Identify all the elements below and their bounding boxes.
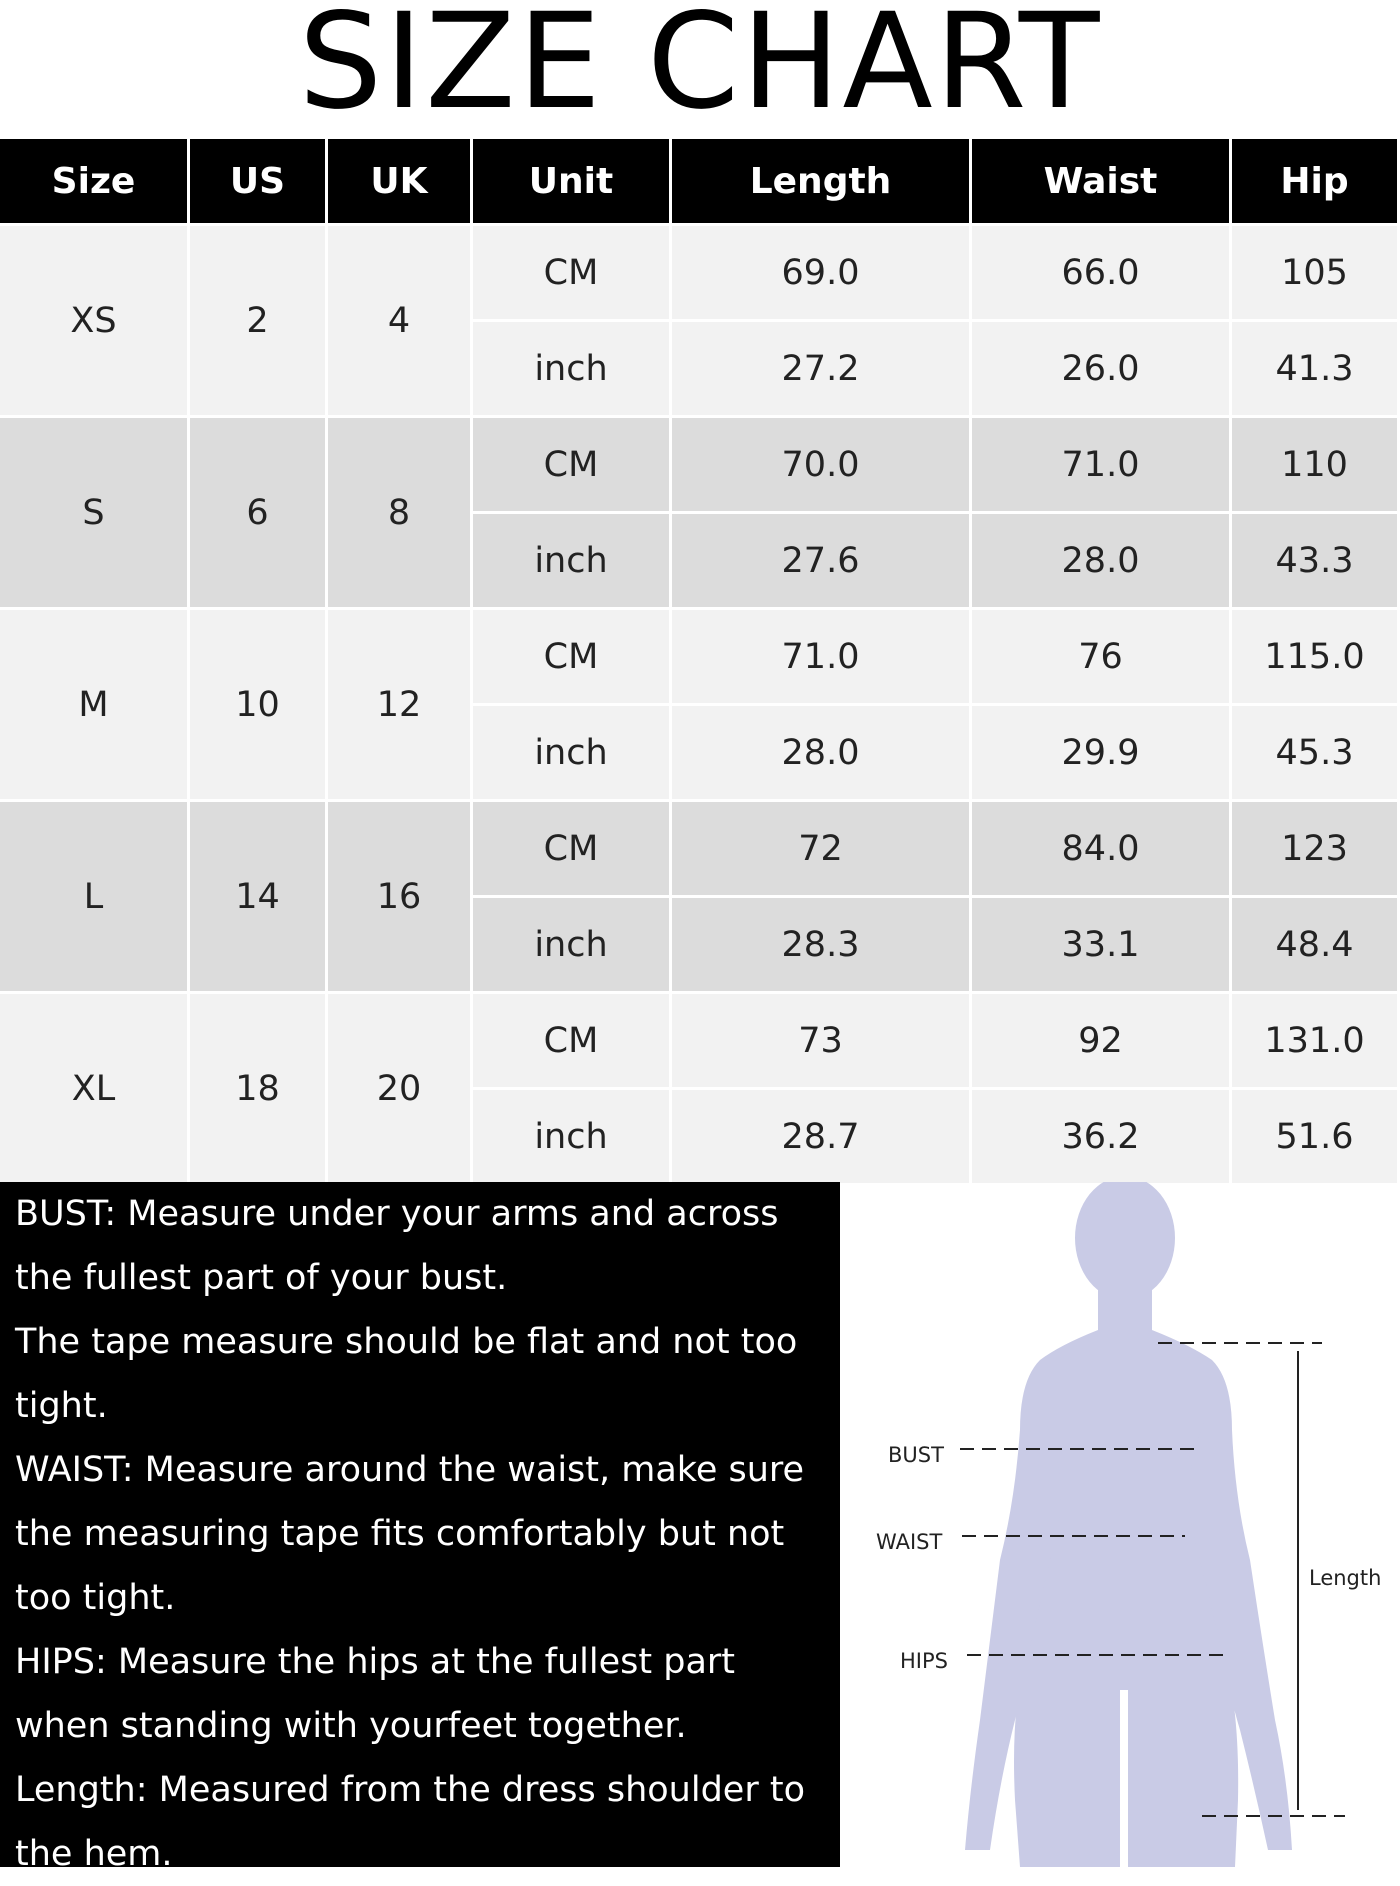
table-row: inch 28.0 29.9 45.3 bbox=[0, 706, 1397, 799]
header-cell: Waist bbox=[972, 139, 1229, 223]
length-label: Length bbox=[1309, 1566, 1381, 1590]
unit-cell: CM bbox=[473, 802, 669, 895]
value-cell: 28.3 bbox=[672, 898, 969, 991]
title: SIZE CHART bbox=[298, 0, 1102, 139]
value-cell: 115.0 bbox=[1232, 610, 1397, 703]
header-cell: Hip bbox=[1232, 139, 1397, 223]
unit-cell: CM bbox=[473, 226, 669, 319]
size-table: Size US UK Unit Length Waist Hip XS 2 4 CM 69.0 66.… bbox=[0, 136, 1400, 1186]
uk-cell: 12 bbox=[328, 610, 470, 799]
uk-cell: 8 bbox=[328, 418, 470, 607]
header-cell: Unit bbox=[473, 139, 669, 223]
header-cell: Size bbox=[0, 139, 187, 223]
size-cell: L bbox=[0, 802, 187, 991]
value-cell: 69.0 bbox=[672, 226, 969, 319]
size-cell: M bbox=[0, 610, 187, 799]
note-line: HIPS: Measure the hips at the fullest pa… bbox=[15, 1642, 736, 1682]
value-cell: 71.0 bbox=[972, 418, 1229, 511]
value-cell: 28.0 bbox=[672, 706, 969, 799]
header-row: Size US UK Unit Length Waist Hip bbox=[0, 139, 1397, 223]
header-cell: US bbox=[190, 139, 325, 223]
value-cell: 66.0 bbox=[972, 226, 1229, 319]
note-line: the measuring tape fits comfortably but … bbox=[15, 1514, 785, 1554]
us-cell: 18 bbox=[190, 994, 325, 1183]
note-line: too tight. bbox=[15, 1578, 176, 1618]
value-cell: 131.0 bbox=[1232, 994, 1397, 1087]
value-cell: 28.0 bbox=[972, 514, 1229, 607]
value-cell: 73 bbox=[672, 994, 969, 1087]
value-cell: 41.3 bbox=[1232, 322, 1397, 415]
value-cell: 76 bbox=[972, 610, 1229, 703]
us-cell: 6 bbox=[190, 418, 325, 607]
table-row: M 10 12 CM 71.0 76 115.0 bbox=[0, 610, 1397, 799]
us-cell: 10 bbox=[190, 610, 325, 799]
hips-label: HIPS bbox=[900, 1649, 948, 1673]
uk-cell: 20 bbox=[328, 994, 470, 1183]
unit-cell: inch bbox=[473, 322, 669, 415]
unit-cell: CM bbox=[473, 994, 669, 1087]
value-cell: 70.0 bbox=[672, 418, 969, 511]
header-cell: UK bbox=[328, 139, 470, 223]
value-cell: 92 bbox=[972, 994, 1229, 1087]
size-cell: XL bbox=[0, 994, 187, 1183]
waist-label: WAIST bbox=[876, 1530, 943, 1554]
note-line: The tape measure should be flat and not … bbox=[15, 1322, 798, 1362]
value-cell: 105 bbox=[1232, 226, 1397, 319]
header-cell: Length bbox=[672, 139, 969, 223]
value-cell: 27.2 bbox=[672, 322, 969, 415]
uk-cell: 4 bbox=[328, 226, 470, 415]
unit-cell: CM bbox=[473, 418, 669, 511]
value-cell: 33.1 bbox=[972, 898, 1229, 991]
value-cell: 29.9 bbox=[972, 706, 1229, 799]
value-cell: 51.6 bbox=[1232, 1090, 1397, 1183]
value-cell: 36.2 bbox=[972, 1090, 1229, 1183]
unit-cell: inch bbox=[473, 706, 669, 799]
value-cell: 71.0 bbox=[672, 610, 969, 703]
note-line: the hem. bbox=[15, 1834, 173, 1874]
unit-cell: inch bbox=[473, 898, 669, 991]
table-row: S 6 8 CM 70.0 71.0 110 bbox=[0, 418, 1397, 607]
note-line: Length: Measured from the dress shoulder… bbox=[15, 1770, 805, 1810]
value-cell: 72 bbox=[672, 802, 969, 895]
silhouette bbox=[965, 1182, 1292, 1867]
value-cell: 48.4 bbox=[1232, 898, 1397, 991]
table-row: inch 28.7 36.2 51.6 bbox=[0, 1090, 1397, 1183]
unit-cell: inch bbox=[473, 514, 669, 607]
note-line: when standing with yourfeet together. bbox=[15, 1706, 687, 1746]
size-cell: S bbox=[0, 418, 187, 607]
table-body: XS 2 4 CM 69.0 66.0 105 inch 27.2 26.0 41.3 S 6 8 CM 70… bbox=[0, 226, 1397, 1183]
table-row: XL 18 20 CM 73 92 131.0 bbox=[0, 994, 1397, 1183]
note-line: tight. bbox=[15, 1386, 108, 1426]
value-cell: 27.6 bbox=[672, 514, 969, 607]
unit-cell: inch bbox=[473, 1090, 669, 1183]
value-cell: 84.0 bbox=[972, 802, 1229, 895]
size-cell: XS bbox=[0, 226, 187, 415]
table-row: L 14 16 CM 72 84.0 123 bbox=[0, 802, 1397, 991]
table-row: inch 27.2 26.0 41.3 bbox=[0, 322, 1397, 415]
value-cell: 43.3 bbox=[1232, 514, 1397, 607]
value-cell: 26.0 bbox=[972, 322, 1229, 415]
table-row: inch 27.6 28.0 43.3 bbox=[0, 514, 1397, 607]
note-line: WAIST: Measure around the waist, make su… bbox=[15, 1450, 805, 1490]
value-cell: 28.7 bbox=[672, 1090, 969, 1183]
bust-label: BUST bbox=[888, 1443, 944, 1467]
table-row: XS 2 4 CM 69.0 66.0 105 bbox=[0, 226, 1397, 415]
unit-cell: CM bbox=[473, 610, 669, 703]
note-line: the fullest part of your bust. bbox=[15, 1258, 508, 1298]
note-line: BUST: Measure under your arms and across bbox=[15, 1194, 779, 1234]
value-cell: 123 bbox=[1232, 802, 1397, 895]
value-cell: 45.3 bbox=[1232, 706, 1397, 799]
table-row: inch 28.3 33.1 48.4 bbox=[0, 898, 1397, 991]
us-cell: 2 bbox=[190, 226, 325, 415]
uk-cell: 16 bbox=[328, 802, 470, 991]
us-cell: 14 bbox=[190, 802, 325, 991]
value-cell: 110 bbox=[1232, 418, 1397, 511]
body-figure: BUST WAIST HIPS Length bbox=[876, 1182, 1381, 1867]
notes: BUST: Measure under your arms and across… bbox=[0, 1182, 840, 1874]
